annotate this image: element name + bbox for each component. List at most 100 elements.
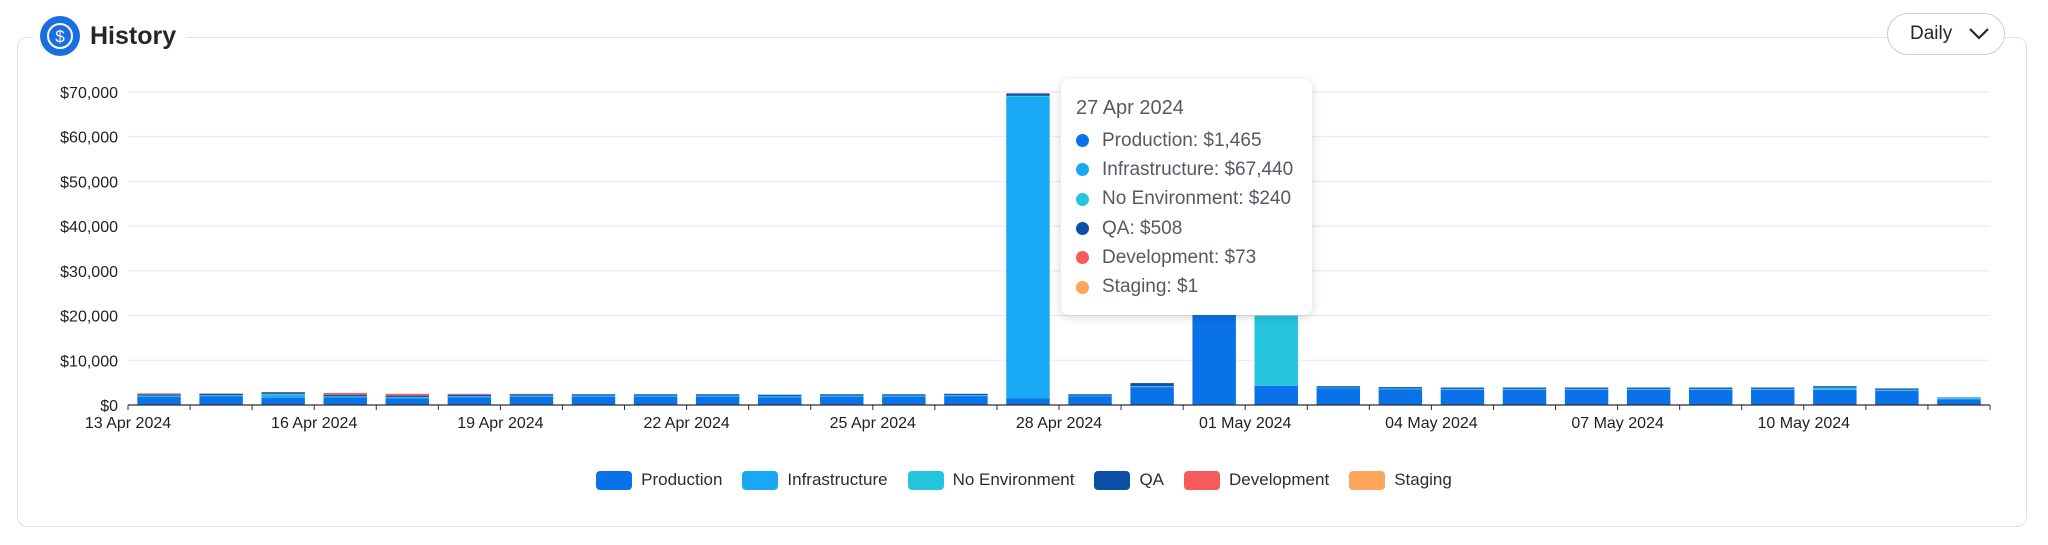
- bar-segment[interactable]: [137, 396, 181, 405]
- bar-segment[interactable]: [447, 396, 492, 398]
- legend-item[interactable]: Production: [596, 470, 722, 490]
- bar-segment[interactable]: [1626, 389, 1671, 405]
- bar-segment[interactable]: [1751, 387, 1795, 389]
- bar-segment[interactable]: [1006, 96, 1050, 399]
- bar-segment[interactable]: [1751, 389, 1795, 405]
- tooltip-row-label: Staging: $1: [1102, 276, 1199, 298]
- bar-segment[interactable]: [1378, 387, 1423, 389]
- bar-segment[interactable]: [1502, 389, 1547, 405]
- bar-segment[interactable]: [1564, 387, 1609, 389]
- bar-segment[interactable]: [633, 396, 678, 405]
- legend-item[interactable]: Staging: [1349, 470, 1452, 490]
- bar-segment[interactable]: [447, 393, 492, 395]
- tooltip-dot-icon: [1076, 280, 1089, 294]
- bar-segment[interactable]: [944, 395, 988, 397]
- y-tick-label: $60,000: [60, 130, 118, 147]
- bar-segment[interactable]: [447, 397, 492, 405]
- bar-segment[interactable]: [1006, 398, 1050, 405]
- period-select[interactable]: Daily: [1887, 13, 2005, 55]
- bar-segment[interactable]: [385, 395, 430, 397]
- bar-segment[interactable]: [1688, 387, 1733, 389]
- legend-item[interactable]: Infrastructure: [742, 470, 888, 490]
- bar-segment[interactable]: [447, 394, 492, 397]
- bar-segment[interactable]: [385, 393, 430, 396]
- bar-segment[interactable]: [385, 397, 430, 399]
- legend-label: Infrastructure: [787, 470, 888, 489]
- bar-segment[interactable]: [199, 396, 243, 406]
- tooltip-date: 27 Apr 2024: [1076, 97, 1184, 119]
- bar-segment[interactable]: [509, 394, 554, 396]
- bar-segment[interactable]: [1316, 386, 1361, 388]
- bar-segment[interactable]: [323, 394, 367, 397]
- bar-segment[interactable]: [1440, 389, 1485, 405]
- bar-segment[interactable]: [199, 393, 243, 396]
- bar-segment[interactable]: [1937, 397, 1981, 399]
- bar-segment[interactable]: [757, 397, 802, 405]
- bar-segment[interactable]: [633, 396, 678, 397]
- bar-segment[interactable]: [882, 396, 926, 405]
- bar-segment[interactable]: [820, 396, 864, 397]
- bar-segment[interactable]: [1378, 389, 1423, 405]
- bar-segment[interactable]: [1006, 93, 1050, 96]
- bar-segment[interactable]: [820, 396, 864, 405]
- y-tick-label: $40,000: [60, 219, 118, 236]
- bar-segment[interactable]: [1688, 389, 1733, 405]
- legend-item[interactable]: Development: [1184, 470, 1329, 490]
- bar-segment[interactable]: [137, 393, 181, 395]
- bar-segment[interactable]: [261, 393, 305, 396]
- tooltip-dot-icon: [1076, 251, 1089, 265]
- bar-segment[interactable]: [1068, 396, 1112, 406]
- bar-segment[interactable]: [1254, 315, 1298, 386]
- bar-segment[interactable]: [509, 396, 554, 405]
- bar-segment[interactable]: [385, 398, 430, 405]
- legend-label: Development: [1229, 470, 1330, 489]
- bar-segment[interactable]: [695, 396, 740, 397]
- bar-segment[interactable]: [695, 394, 740, 396]
- bar-segment[interactable]: [137, 394, 181, 396]
- bar-segment[interactable]: [1813, 386, 1857, 388]
- bar-segment[interactable]: [1813, 389, 1857, 405]
- bar-segment[interactable]: [1564, 389, 1609, 405]
- bar-segment[interactable]: [757, 394, 802, 397]
- bar-segment[interactable]: [1316, 388, 1361, 405]
- bar-segment[interactable]: [1937, 399, 1981, 405]
- bar-segment[interactable]: [571, 396, 616, 397]
- bars: [137, 93, 1981, 406]
- bar-segment[interactable]: [1006, 95, 1050, 97]
- bar-segment[interactable]: [509, 396, 554, 397]
- bar-segment[interactable]: [1254, 385, 1298, 405]
- bar-segment[interactable]: [261, 392, 305, 394]
- tooltip-row: Development: $73: [1076, 243, 1312, 272]
- legend-swatch: [907, 470, 944, 490]
- bar-segment[interactable]: [571, 394, 616, 396]
- bar-segment[interactable]: [1440, 387, 1485, 389]
- bar-segment[interactable]: [1626, 387, 1671, 389]
- bar-segment[interactable]: [944, 393, 988, 396]
- bar-segment[interactable]: [571, 396, 616, 405]
- bar-segment[interactable]: [1875, 390, 1919, 405]
- bar-segment[interactable]: [137, 396, 181, 397]
- bar-segment[interactable]: [323, 392, 367, 395]
- bar-segment[interactable]: [261, 397, 305, 405]
- bar-segment[interactable]: [1130, 383, 1174, 387]
- bar-segment[interactable]: [1502, 387, 1547, 389]
- bar-segment[interactable]: [323, 396, 367, 398]
- bar-segment[interactable]: [820, 394, 864, 396]
- bar-segment[interactable]: [757, 396, 802, 398]
- tooltip-row: No Environment: $240: [1076, 185, 1312, 214]
- legend-item[interactable]: No Environment: [907, 470, 1074, 490]
- legend-item[interactable]: QA: [1094, 470, 1164, 490]
- bar-segment[interactable]: [1068, 394, 1112, 396]
- bar-segment[interactable]: [199, 395, 243, 397]
- bar-segment[interactable]: [882, 394, 926, 396]
- bar-segment[interactable]: [944, 396, 988, 406]
- bar-segment[interactable]: [1875, 388, 1919, 390]
- bar-segment[interactable]: [633, 394, 678, 396]
- bar-segment[interactable]: [1813, 387, 1857, 390]
- bar-segment[interactable]: [695, 396, 740, 405]
- bar-segment[interactable]: [882, 396, 926, 397]
- bar-segment[interactable]: [323, 397, 367, 405]
- tooltip-row-label: Production: $1,465: [1102, 129, 1262, 151]
- bar-segment[interactable]: [261, 395, 305, 398]
- bar-segment[interactable]: [1130, 387, 1174, 405]
